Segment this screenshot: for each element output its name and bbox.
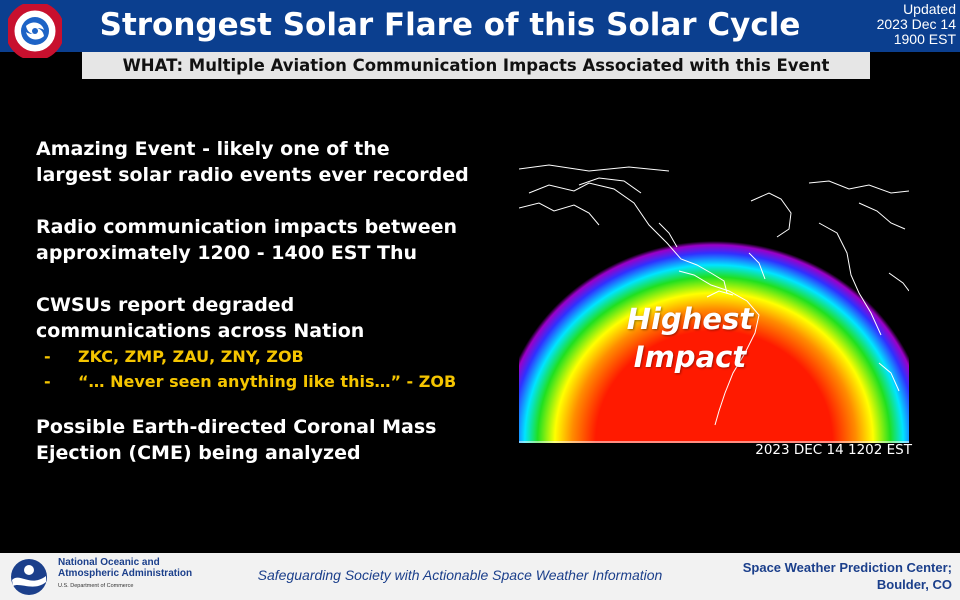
impact-zone xyxy=(519,193,909,443)
bullet-list: Amazing Event - likely one of the larges… xyxy=(36,136,506,466)
bullet-line: Amazing Event - likely one of the xyxy=(36,138,390,160)
updated-time: 1900 EST xyxy=(893,31,956,47)
sub-bullet-text: “… Never seen anything like this…” - ZOB xyxy=(78,372,457,391)
impact-label-line: Impact xyxy=(633,340,747,374)
impact-map xyxy=(519,163,909,443)
footer-tagline: Safeguarding Society with Actionable Spa… xyxy=(257,567,663,583)
footer-bar: National Oceanic and Atmospheric Adminis… xyxy=(0,553,960,600)
sub-bullet-list: - ZKC, ZMP, ZAU, ZNY, ZOB - “… Never see… xyxy=(36,344,506,394)
bullet-item: CWSUs report degraded communications acr… xyxy=(36,292,506,344)
bullet-line: Ejection (CME) being analyzed xyxy=(36,442,361,464)
swpc-line: Boulder, CO xyxy=(876,577,952,592)
impact-label-line: Highest xyxy=(626,302,754,336)
updated-label: Updated xyxy=(903,1,956,17)
noaa-agency-name: National Oceanic and Atmospheric Adminis… xyxy=(58,557,208,579)
bullet-item: Amazing Event - likely one of the larges… xyxy=(36,136,506,188)
what-banner: WHAT: Multiple Aviation Communication Im… xyxy=(82,52,870,79)
dash-marker: - xyxy=(44,372,51,391)
sub-bullet-item: - ZKC, ZMP, ZAU, ZNY, ZOB xyxy=(36,344,506,369)
bullet-line: communications across Nation xyxy=(36,320,365,342)
dash-marker: - xyxy=(44,347,51,366)
noaa-name-line: National Oceanic and xyxy=(58,557,160,568)
map-timestamp: 2023 DEC 14 1202 EST xyxy=(755,442,912,458)
header-bar: Strongest Solar Flare of this Solar Cycl… xyxy=(0,0,960,58)
bullet-item: Radio communication impacts between appr… xyxy=(36,214,506,266)
highest-impact-label: Highest Impact xyxy=(600,300,780,376)
noaa-department: U.S. Department of Commerce xyxy=(58,583,134,589)
bullet-line: Possible Earth-directed Coronal Mass xyxy=(36,416,437,438)
page-title: Strongest Solar Flare of this Solar Cycl… xyxy=(99,7,801,43)
bullet-line: Radio communication impacts between xyxy=(36,216,458,238)
bullet-item: Possible Earth-directed Coronal Mass Eje… xyxy=(36,414,506,466)
swpc-credit: Space Weather Prediction Center; Boulder… xyxy=(712,559,952,593)
bullet-line: CWSUs report degraded xyxy=(36,294,295,316)
impact-map-graphic xyxy=(519,164,909,443)
sub-bullet-text: ZKC, ZMP, ZAU, ZNY, ZOB xyxy=(78,347,304,366)
noaa-logo-icon xyxy=(11,559,47,595)
bullet-line: largest solar radio events ever recorded xyxy=(36,164,469,186)
noaa-name-line: Atmospheric Administration xyxy=(58,568,193,579)
sub-bullet-item: - “… Never seen anything like this…” - Z… xyxy=(36,369,506,394)
nws-logo-icon xyxy=(8,4,62,58)
coastline-outlines xyxy=(519,164,909,426)
swpc-line: Space Weather Prediction Center; xyxy=(742,560,952,575)
updated-date: 2023 Dec 14 xyxy=(876,16,956,32)
updated-timestamp: Updated 2023 Dec 14 1900 EST xyxy=(846,2,956,47)
bullet-line: approximately 1200 - 1400 EST Thu xyxy=(36,242,418,264)
